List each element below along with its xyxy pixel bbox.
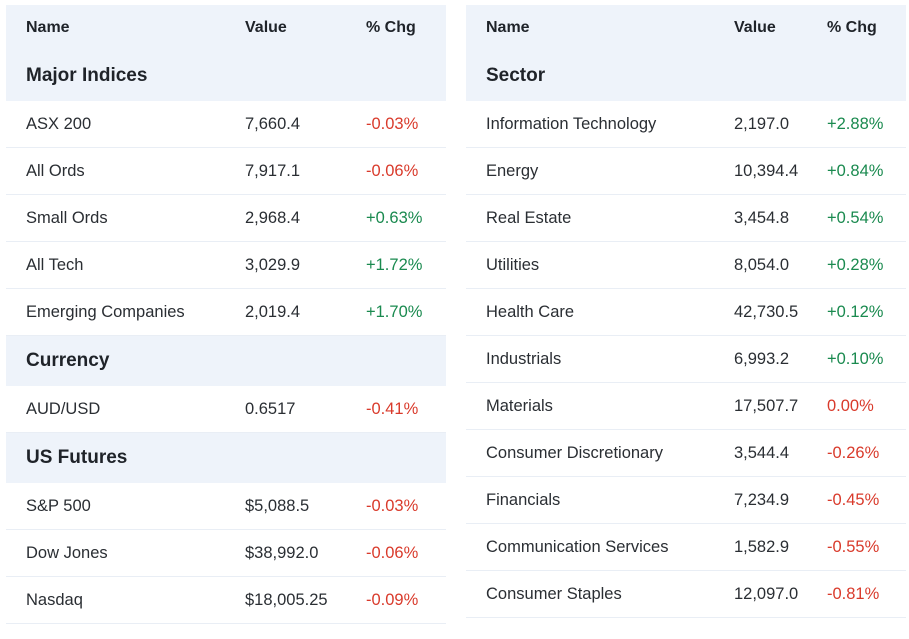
table-row[interactable]: Emerging Companies 2,019.4 +1.70% bbox=[6, 289, 446, 336]
row-change: -0.06% bbox=[366, 161, 419, 180]
row-change: -0.81% bbox=[827, 584, 880, 603]
section-title: Major Indices bbox=[6, 51, 446, 101]
row-value: 2,968.4 bbox=[245, 208, 301, 227]
row-change: -0.45% bbox=[827, 490, 880, 509]
row-value: $5,088.5 bbox=[245, 496, 310, 515]
row-name[interactable]: All Tech bbox=[26, 255, 84, 274]
row-name[interactable]: Emerging Companies bbox=[26, 302, 185, 321]
section-title: Currency bbox=[6, 336, 446, 386]
row-name[interactable]: Information Technology bbox=[486, 114, 657, 133]
column-header-value[interactable]: Value bbox=[734, 19, 776, 36]
row-change: +0.63% bbox=[366, 208, 423, 227]
row-name[interactable]: Industrials bbox=[486, 349, 562, 368]
row-value: 42,730.5 bbox=[734, 302, 799, 321]
table-row[interactable]: Dow Jones $38,992.0 -0.06% bbox=[6, 530, 446, 577]
row-value: 10,394.4 bbox=[734, 161, 799, 180]
table-row[interactable]: ASX 200 7,660.4 -0.03% bbox=[6, 101, 446, 148]
table-row[interactable]: S&P 500 $5,088.5 -0.03% bbox=[6, 483, 446, 530]
row-change: -0.03% bbox=[366, 496, 419, 515]
row-change: +0.28% bbox=[827, 255, 884, 274]
table-row[interactable]: Consumer Staples 12,097.0 -0.81% bbox=[466, 571, 906, 618]
row-value: $18,005.25 bbox=[245, 590, 328, 609]
table-row[interactable]: Information Technology 2,197.0 +2.88% bbox=[466, 101, 906, 148]
row-name[interactable]: Communication Services bbox=[486, 537, 669, 556]
row-name[interactable]: Small Ords bbox=[26, 208, 108, 227]
table-header: Name Value % Chg bbox=[6, 5, 446, 51]
row-name[interactable]: Utilities bbox=[486, 255, 540, 274]
row-name[interactable]: Financials bbox=[486, 490, 561, 509]
row-name[interactable]: ASX 200 bbox=[26, 114, 92, 133]
row-name[interactable]: AUD/USD bbox=[26, 399, 101, 418]
row-value: 2,019.4 bbox=[245, 302, 301, 321]
row-name[interactable]: Nasdaq bbox=[26, 590, 83, 609]
row-change: -0.41% bbox=[366, 399, 419, 418]
row-value: 1,582.9 bbox=[734, 537, 790, 556]
row-value: $38,992.0 bbox=[245, 543, 319, 562]
table-row[interactable]: AUD/USD 0.6517 -0.41% bbox=[6, 386, 446, 433]
row-change: -0.26% bbox=[827, 443, 880, 462]
row-value: 8,054.0 bbox=[734, 255, 790, 274]
table-row[interactable]: Real Estate 3,454.8 +0.54% bbox=[466, 195, 906, 242]
table-row[interactable]: Small Ords 2,968.4 +0.63% bbox=[6, 195, 446, 242]
row-name[interactable]: Consumer Staples bbox=[486, 584, 622, 603]
row-value: 7,917.1 bbox=[245, 161, 301, 180]
row-change: -0.09% bbox=[366, 590, 419, 609]
row-change: +0.84% bbox=[827, 161, 884, 180]
row-name[interactable]: S&P 500 bbox=[26, 496, 91, 515]
section-title: Sector bbox=[466, 51, 906, 101]
row-name[interactable]: Materials bbox=[486, 396, 553, 415]
table-row[interactable]: Nasdaq $18,005.25 -0.09% bbox=[6, 577, 446, 624]
row-value: 2,197.0 bbox=[734, 114, 790, 133]
table-header: Name Value % Chg bbox=[466, 5, 906, 51]
row-value: 7,660.4 bbox=[245, 114, 301, 133]
table-row[interactable]: Communication Services 1,582.9 -0.55% bbox=[466, 524, 906, 571]
table-row[interactable]: Health Care 42,730.5 +0.12% bbox=[466, 289, 906, 336]
row-value: 3,544.4 bbox=[734, 443, 790, 462]
column-header-value[interactable]: Value bbox=[245, 19, 287, 36]
column-header-change[interactable]: % Chg bbox=[366, 19, 416, 36]
row-change: +1.72% bbox=[366, 255, 423, 274]
row-change: +2.88% bbox=[827, 114, 884, 133]
row-value: 17,507.7 bbox=[734, 396, 799, 415]
row-name[interactable]: Health Care bbox=[486, 302, 575, 321]
table-row[interactable]: Energy 10,394.4 +0.84% bbox=[466, 148, 906, 195]
table-row[interactable]: Materials 17,507.7 0.00% bbox=[466, 383, 906, 430]
row-change: -0.06% bbox=[366, 543, 419, 562]
row-value: 12,097.0 bbox=[734, 584, 799, 603]
row-name[interactable]: Real Estate bbox=[486, 208, 572, 227]
table-row[interactable]: Consumer Discretionary 3,544.4 -0.26% bbox=[466, 430, 906, 477]
row-value: 7,234.9 bbox=[734, 490, 790, 509]
row-name[interactable]: Consumer Discretionary bbox=[486, 443, 663, 462]
table-row[interactable]: Financials 7,234.9 -0.45% bbox=[466, 477, 906, 524]
row-name[interactable]: Energy bbox=[486, 161, 539, 180]
row-change: +0.12% bbox=[827, 302, 884, 321]
row-change: -0.03% bbox=[366, 114, 419, 133]
column-header-change[interactable]: % Chg bbox=[827, 19, 877, 36]
table-row[interactable]: All Tech 3,029.9 +1.72% bbox=[6, 242, 446, 289]
row-change: +1.70% bbox=[366, 302, 423, 321]
section-title: US Futures bbox=[6, 433, 446, 483]
table-row[interactable]: Utilities 8,054.0 +0.28% bbox=[466, 242, 906, 289]
row-name[interactable]: All Ords bbox=[26, 161, 85, 180]
row-name[interactable]: Dow Jones bbox=[26, 543, 108, 562]
sector-table: Name Value % Chg Sector Information Tech… bbox=[466, 5, 906, 618]
row-change: -0.55% bbox=[827, 537, 880, 556]
table-row[interactable]: All Ords 7,917.1 -0.06% bbox=[6, 148, 446, 195]
row-change: 0.00% bbox=[827, 396, 874, 415]
row-value: 6,993.2 bbox=[734, 349, 790, 368]
column-header-name[interactable]: Name bbox=[486, 19, 530, 36]
row-change: +0.10% bbox=[827, 349, 884, 368]
row-value: 3,454.8 bbox=[734, 208, 790, 227]
row-value: 0.6517 bbox=[245, 399, 296, 418]
column-header-name[interactable]: Name bbox=[26, 19, 70, 36]
market-indices-table: Name Value % Chg Major Indices ASX 200 7… bbox=[6, 5, 446, 624]
row-value: 3,029.9 bbox=[245, 255, 301, 274]
table-row[interactable]: Industrials 6,993.2 +0.10% bbox=[466, 336, 906, 383]
row-change: +0.54% bbox=[827, 208, 884, 227]
